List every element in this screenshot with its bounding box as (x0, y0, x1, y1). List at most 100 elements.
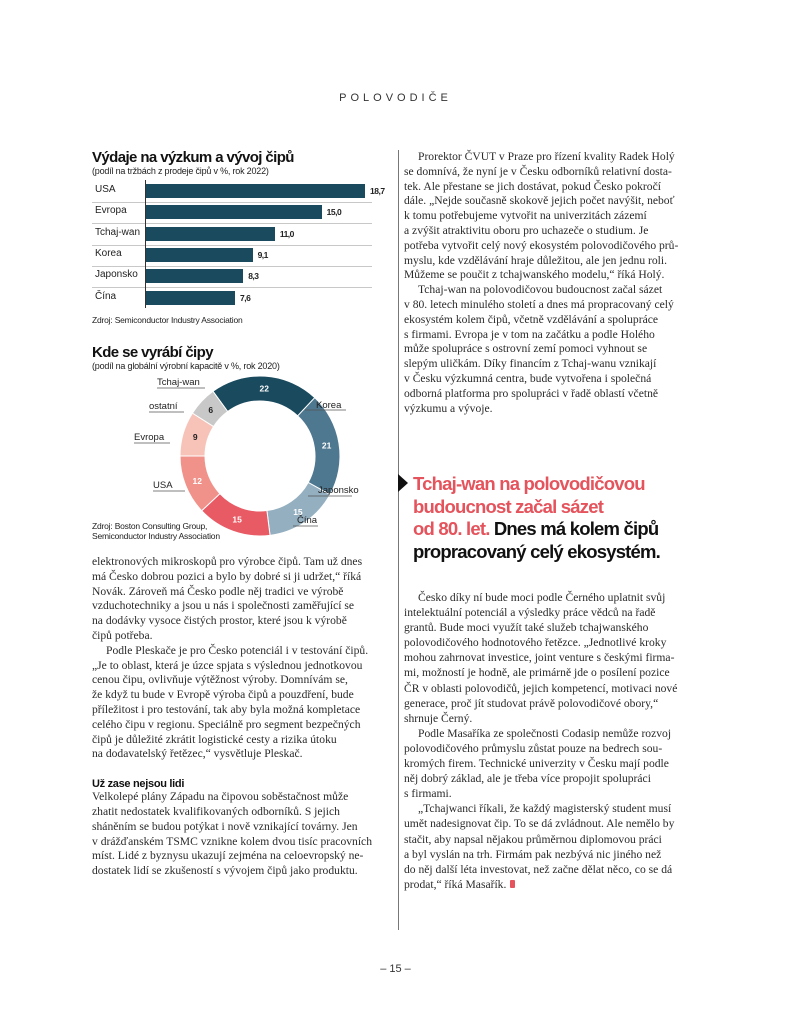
text-line: cenou čipu, ovlivňuje výtěžnost výroby. … (92, 673, 377, 688)
pullquote-line: Dnes má kolem čipů (493, 518, 659, 540)
pullquote-line: Tchaj-wan na polovodičovou (413, 473, 646, 494)
text-line-content: prodat,“ říká Masařík. (404, 877, 507, 891)
donut-slice-tchaj-wan (212, 375, 316, 417)
text-line-content: grantů. Bude moci využít také služeb tch… (404, 621, 649, 635)
text-line: něj dobrý základ, ale je třeba více prop… (404, 771, 704, 786)
text-line: Prorektor ČVUT v Praze pro řízení kvalit… (404, 150, 704, 165)
bar-value-label: 8,3 (248, 271, 259, 282)
left-column: elektronových mikroskopů pro výrobce čip… (92, 555, 377, 879)
donut-chart-subtitle: (podíl na globální výrobní kapacitě v %,… (92, 361, 280, 371)
bar-row: Čína 7,6 (92, 287, 372, 309)
text-line-content: čipů je důležité zkrátit logistické cest… (92, 732, 337, 746)
text-line-content: intelektuální potenciál a výsledky práce… (404, 606, 656, 620)
bar-value-label: 15,0 (326, 207, 342, 218)
bar-row: Evropa 15,0 (92, 201, 372, 225)
text-line-content: Podle Pleskače je pro Česko potenciál i … (106, 643, 369, 657)
text-line: polovodičového průmyslu zůstat pouze na … (404, 741, 704, 756)
text-line: do něj další léta investovat, než začne … (404, 862, 704, 877)
text-line: vzduchotechniky a jsou u nás i společnos… (92, 599, 377, 614)
text-line-content: čipů potřeba. (92, 628, 153, 642)
text-line-content: polovodičového průmyslu zůstat pouze na … (404, 741, 663, 755)
text-line: v drážďanském TSMC vznikne kolem dvou ti… (92, 835, 377, 850)
text-line: tek. Ale přestane se jich dostávat, poku… (404, 180, 704, 195)
text-line: v Česku výzkumná centra, bude vytvořena … (404, 372, 704, 387)
bar (146, 269, 244, 284)
text-line: míst. Lidé z byznysu ukazují zejména na … (92, 849, 377, 864)
text-line: příležitost i pro testování, tak aby byl… (92, 703, 377, 718)
text-line: shrnuje Černý. (404, 711, 704, 726)
text-line: grantů. Bude moci využít také služeb tch… (404, 620, 704, 635)
text-line-content: v 80. letech minulého století a dnes má … (404, 297, 674, 311)
text-line: s firmami. (404, 786, 704, 801)
text-line: sháněním se budou potýkat i nově vznikaj… (92, 820, 377, 835)
text-line-content: celého čipu v regionu. Speciálně pro seg… (92, 717, 361, 731)
text-line-content: elektronových mikroskopů pro výrobce čip… (92, 555, 363, 568)
text-line-content: stačit, aby napsal nějakou průměrnou dip… (404, 832, 662, 846)
text-line: mi, možností je hodně, ale primárně jde … (404, 665, 704, 680)
text-line-content: na dodavatelský řetězec,“ vysvětluje Ple… (92, 747, 303, 761)
text-line: Novák. Zároveň má Česko podle něj tradic… (92, 585, 377, 600)
text-line-content: umět nadesignovat čip. To se dá zvládnou… (404, 817, 675, 831)
donut-category-label: Tchaj-wan (157, 377, 200, 388)
donut-source-line: Zdroj: Boston Consulting Group, (92, 521, 208, 531)
text-line: Podle Masaříka ze společnosti Codasip ne… (404, 726, 704, 741)
text-line: dostatek lidí se zkušeností s vývojem či… (92, 864, 377, 879)
pullquote-marker-icon (398, 474, 408, 492)
text-line-content: „Tchajwanci říkali, že každý magisterský… (418, 802, 672, 816)
page-number: – 15 – (380, 963, 411, 975)
text-line: čipů potřeba. (92, 629, 377, 644)
text-line-content: slepým uličkám. Díky financím z Tchaj-wa… (404, 357, 657, 371)
text-line: na dodávky vysoce čistých prostor, které… (92, 614, 377, 629)
bar-label: USA (95, 184, 116, 195)
text-line-content: s firmami. Evropa je v tom na začátku a … (404, 327, 655, 341)
text-line-content: se domnívá, že nyní je v Česku odborníků… (404, 164, 672, 178)
paragraph: Tchaj-wan na polovodičovou budoucnost za… (404, 283, 704, 416)
text-line-content: vzduchotechniky a jsou u nás i společnos… (92, 599, 355, 613)
text-line-content: Novák. Zároveň má Česko podle něj tradic… (92, 584, 344, 598)
text-line-content: polovodičového hodnotového řetězce. „Jed… (404, 636, 667, 650)
bar-value-label: 18,7 (370, 186, 385, 196)
bar-label: Korea (95, 247, 122, 259)
text-line-content: v drážďanském TSMC vznikne kolem dvou ti… (92, 834, 372, 848)
bar-chart-source: Zdroj: Semiconductor Industry Associatio… (92, 315, 243, 325)
text-line: Podle Pleskače je pro Česko potenciál i … (92, 644, 377, 659)
bar-label: Evropa (95, 205, 127, 217)
text-line-content: ekosystém kolem čipů, včetně vzdělávání … (404, 312, 659, 326)
pullquote-line: od 80. let. (413, 518, 490, 540)
text-line-content: mi, možností je hodně, ale primárně jde … (404, 666, 670, 680)
bar-chart-axis (145, 180, 146, 308)
text-line: intelektuální potenciál a výsledky práce… (404, 605, 704, 620)
text-line: v 80. letech minulého století a dnes má … (404, 298, 704, 313)
text-line: Můžeme se poučit z tchajwanského modelu,… (404, 268, 704, 283)
text-line: ČR v oblasti polovodičů, jejich kompeten… (404, 681, 704, 696)
pullquote: Tchaj-wan na polovodičovou budoucnost za… (413, 473, 661, 563)
text-line-content: dostatek lidí se zkušeností s vývojem či… (92, 864, 358, 878)
text-line-content: Česko díky ní bude moci podle Černého up… (418, 591, 666, 604)
text-line-content: příležitost i pro testování, tak aby byl… (92, 702, 361, 716)
text-line: Velkolepé plány Západu na čipovou soběst… (92, 790, 377, 805)
end-mark-icon (510, 879, 516, 888)
donut-value-label: 22 (260, 384, 270, 394)
text-line-content: potřeba vytvořit celý nový ekosystém pol… (404, 238, 679, 252)
text-line-content: výzkumu a vývoje. (404, 401, 493, 415)
paragraph: Podle Masaříka ze společnosti Codasip ne… (404, 726, 704, 801)
text-line: výzkumu a vývoje. (404, 402, 704, 417)
text-line-content: kromých firem. Technické univerzity v Če… (404, 757, 669, 771)
text-line: se domnívá, že nyní je v Česku odborníků… (404, 165, 704, 180)
text-line: umět nadesignovat čip. To se dá zvládnou… (404, 816, 704, 831)
text-line: polovodičového hodnotového řetězce. „Jed… (404, 635, 704, 650)
paragraph: Podle Pleskače je pro Česko potenciál i … (92, 644, 377, 762)
text-line: dále. „Nejde současně skokově jejich poč… (404, 194, 704, 209)
text-line-content: k tomu potřebujeme vytvořit na univerzit… (404, 209, 647, 223)
text-line: mohou zahrnovat investice, joint venture… (404, 650, 704, 665)
paragraph: Česko díky ní bude moci podle Černého up… (404, 590, 704, 726)
bar (146, 247, 253, 262)
text-line: odborná platforma pro spolupráci v řadě … (404, 387, 704, 402)
text-line: celého čipu v regionu. Speciálně pro seg… (92, 718, 377, 733)
text-line: Česko díky ní bude moci podle Černého up… (404, 590, 704, 605)
text-line-content: „Je to oblast, která je úzce spjata s vý… (92, 658, 363, 672)
text-line: zhatit nedostatek kvalifikovaných odborn… (92, 805, 377, 820)
text-line: kromých firem. Technické univerzity v Če… (404, 756, 704, 771)
text-line-content: na dodávky vysoce čistých prostor, které… (92, 614, 347, 628)
